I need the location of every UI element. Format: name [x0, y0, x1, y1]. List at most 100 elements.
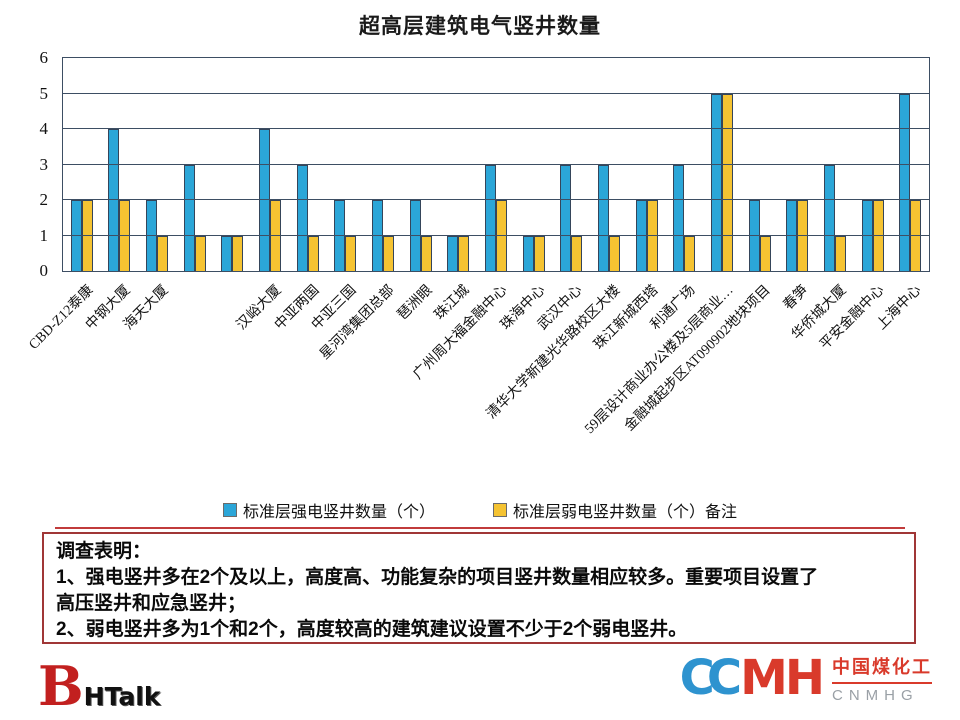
y-tick-label: 0 [39, 261, 49, 280]
bar [259, 129, 271, 271]
gridline [63, 163, 929, 165]
bar-group [440, 58, 478, 271]
gridline [63, 128, 929, 129]
bar-group [327, 58, 365, 271]
gridline [63, 199, 929, 200]
bar-group [741, 58, 779, 271]
bar [899, 93, 911, 271]
bar-group [854, 58, 892, 271]
y-axis: 0 1 2 3 4 5 6 [0, 49, 56, 280]
bar [270, 200, 282, 271]
bar [571, 235, 583, 271]
note-line: 高压竖井和应急竖井； [56, 593, 247, 614]
bar [108, 129, 120, 271]
bar-group [63, 58, 101, 271]
ccmh-mh-icon: MH [740, 650, 825, 706]
bhtalk-b-icon: B [38, 654, 84, 718]
legend-swatch-weak-icon [493, 503, 507, 517]
bar [823, 164, 835, 271]
plot-area [62, 57, 930, 272]
ccmh-chinese-name: 中国煤化工 [832, 653, 932, 684]
y-tick-label: 2 [39, 190, 49, 209]
bar [119, 200, 131, 271]
bar-group [477, 58, 515, 271]
legend-item-weak: 标准层弱电竖井数量（个）备注 [493, 498, 737, 522]
bar [372, 200, 384, 271]
bar [334, 200, 346, 271]
y-tick-label: 6 [39, 48, 49, 67]
x-axis-label: 琶洲眼 [394, 282, 436, 324]
bars-container [63, 58, 929, 271]
bar [194, 235, 206, 271]
y-tick-label: 1 [39, 225, 49, 245]
bar [560, 164, 572, 271]
bar [383, 235, 395, 271]
ccmh-cc-icon: CC [679, 650, 743, 706]
bar [157, 235, 169, 271]
bar [70, 200, 82, 271]
bar [232, 235, 244, 271]
page-title: 超高层建筑电气竖井数量 [359, 14, 601, 38]
ccmh-english-name: CNMHG [832, 686, 919, 704]
legend-swatch-strong-icon [222, 503, 237, 517]
bar [296, 164, 308, 271]
bar [81, 200, 93, 271]
note-line: 2、弱电竖井多为1个和2个，高度较高的建筑建议设置不少于2个弱电竖井。 [56, 619, 688, 640]
bar [635, 200, 647, 271]
bar [721, 93, 733, 271]
y-tick-label: 3 [39, 154, 49, 174]
bar [759, 235, 771, 271]
y-tick-label: 5 [39, 83, 49, 103]
red-divider [55, 527, 905, 529]
bar-group [101, 58, 139, 271]
bar-group [666, 58, 704, 271]
bar-group [816, 58, 854, 271]
bar-group [289, 58, 327, 271]
note-line: 1、强电竖井多在2个及以上，高度高、功能复杂的项目竖井数量相应较多。重要项目设置… [56, 567, 819, 588]
bar-group [778, 58, 816, 271]
bar [420, 235, 432, 271]
legend-label-strong: 标准层强电竖井数量（个） [242, 504, 435, 521]
bar [609, 235, 621, 271]
legend-label-weak: 标准层弱电竖井数量（个）备注 [513, 504, 738, 521]
bar [458, 235, 470, 271]
bar [447, 235, 459, 271]
bar-group [891, 58, 929, 271]
bar-group [515, 58, 553, 271]
bar [485, 164, 497, 271]
gridline [63, 234, 929, 236]
bar [673, 164, 685, 271]
bhtalk-logo: B HTalk [38, 652, 161, 718]
legend-item-strong: 标准层强电竖井数量（个） [222, 498, 435, 522]
bar [533, 235, 545, 271]
bar-group [176, 58, 214, 271]
bar-group [214, 58, 252, 271]
bar [146, 200, 158, 271]
bar [522, 235, 534, 271]
bar [183, 164, 195, 271]
survey-note-box: 调查表明： 1、强电竖井多在2个及以上，高度高、功能复杂的项目竖井数量相应较多。… [42, 532, 916, 644]
bar-group [703, 58, 741, 271]
ccmh-logo: CC MH 中国煤化工 CNMHG [680, 652, 932, 704]
bar [910, 200, 922, 271]
x-axis-labels: CBD-Z12泰康 中钢大厦 海天大厦 汉峪大厦 中亚两国 中亚三国 星河湾集团总部 琶洲眼珠… [26, 272, 930, 482]
bar [797, 200, 809, 271]
bar [307, 235, 319, 271]
bar-group [251, 58, 289, 271]
bar-group [628, 58, 666, 271]
bar [496, 200, 508, 271]
gridline [63, 92, 929, 94]
bar [834, 235, 846, 271]
y-tick-label: 4 [39, 119, 49, 138]
bar-group [590, 58, 628, 271]
legend: 标准层强电竖井数量（个） 标准层弱电竖井数量（个）备注 [0, 498, 960, 522]
bar [409, 200, 421, 271]
ccmh-text-block: 中国煤化工 CNMHG [832, 653, 932, 704]
bar [345, 235, 357, 271]
bar [221, 235, 233, 271]
bhtalk-text: HTalk [83, 682, 161, 711]
bar [872, 200, 884, 271]
bar [786, 200, 798, 271]
bar [748, 200, 760, 271]
bar-group [553, 58, 591, 271]
